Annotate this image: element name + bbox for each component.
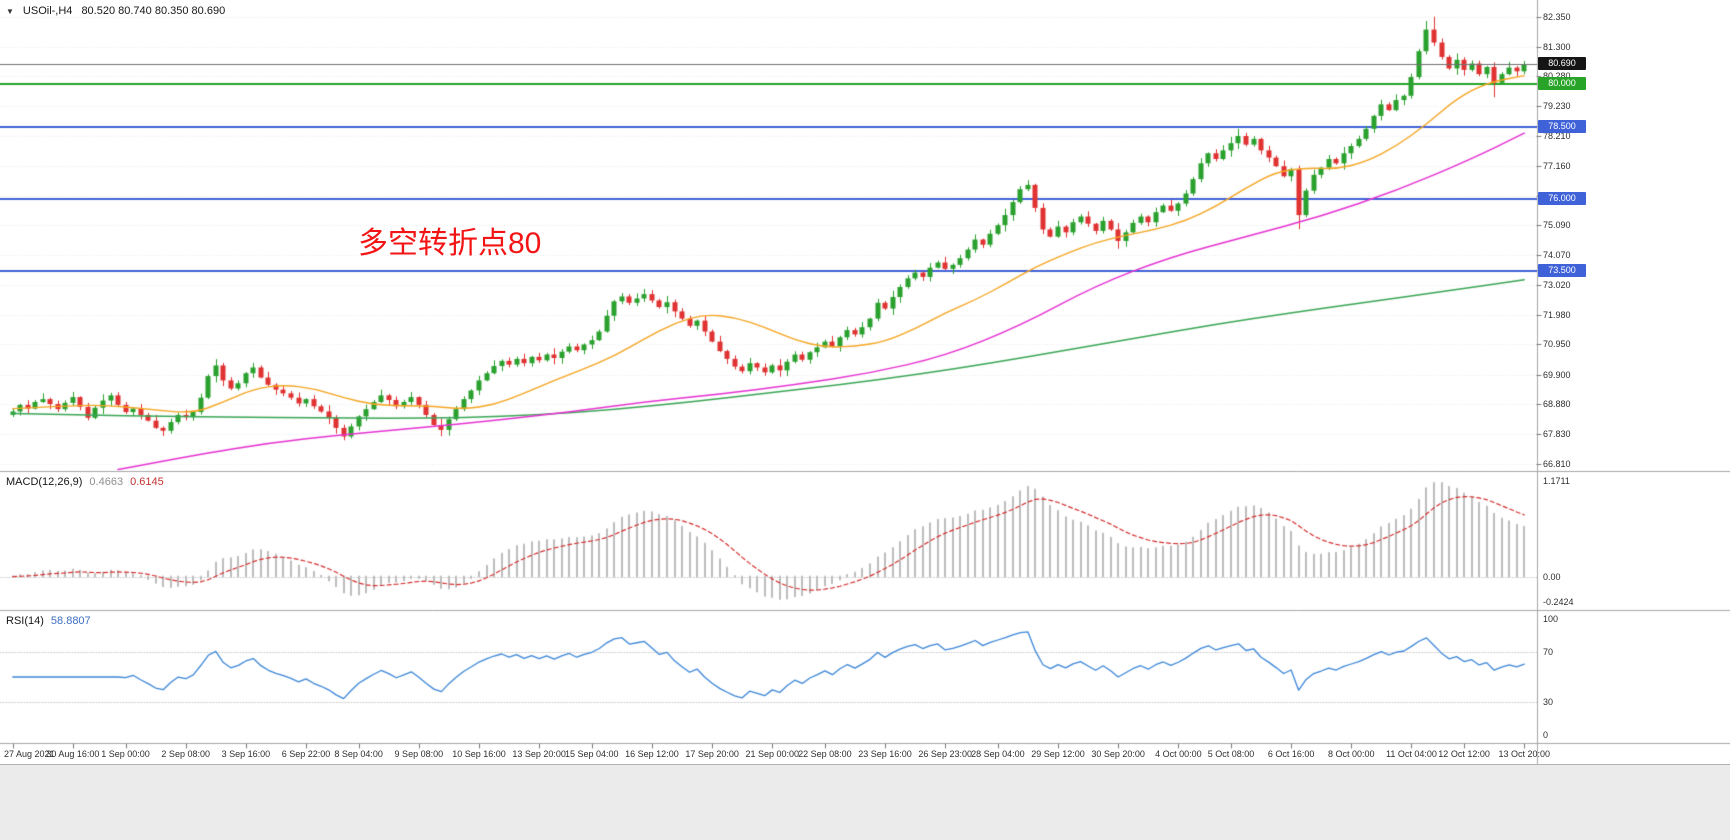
price-tick-label: 68.880 — [1543, 399, 1571, 409]
price-tick-label: 70.950 — [1543, 339, 1571, 350]
time-axis-label: 16 Sep 12:00 — [625, 749, 679, 759]
time-axis-label: 1 Sep 00:00 — [101, 749, 150, 759]
macd-axis-max-label: 1.1711 — [1543, 476, 1570, 486]
price-tick-label: 75.090 — [1543, 220, 1571, 231]
ohlc-readout: 80.520 80.740 80.350 80.690 — [81, 5, 226, 17]
time-axis-label: 3 Sep 16:00 — [221, 749, 271, 759]
macd-main-value: 0.4663 — [89, 476, 124, 488]
time-axis-label: 27 Aug 2021 — [4, 749, 55, 759]
price-level-badge: 76.000 — [1538, 192, 1586, 206]
price-tick-label: 77.160 — [1543, 160, 1571, 171]
chart-annotation-text: 多空转折点80 — [358, 227, 542, 260]
price-tick-label: 66.810 — [1543, 458, 1571, 469]
bottom-strip — [0, 764, 1730, 840]
price-tick-label: 81.300 — [1543, 41, 1571, 52]
time-axis-label: 2 Sep 08:00 — [161, 749, 210, 759]
rsi-axis-min-label: 0 — [1543, 730, 1549, 740]
macd-axis-zero-label: 0.00 — [1543, 571, 1561, 582]
time-axis-label: 8 Sep 04:00 — [334, 749, 383, 759]
time-axis-label: 26 Sep 23:00 — [918, 749, 972, 759]
price-tick-label: 74.070 — [1543, 249, 1571, 260]
rsi-name: RSI(14) — [6, 615, 44, 627]
time-axis-label: 23 Sep 16:00 — [858, 749, 912, 759]
price-level-badge: 73.500 — [1538, 264, 1586, 278]
macd-axis-min-label: -0.2424 — [1543, 597, 1574, 607]
macd-signal-value: 0.6145 — [130, 476, 164, 488]
price-tick-label: 82.350 — [1543, 11, 1571, 22]
time-axis-label: 6 Oct 16:00 — [1267, 749, 1315, 759]
time-axis-label: 17 Sep 20:00 — [685, 749, 739, 759]
time-axis-label: 4 Oct 00:00 — [1155, 749, 1202, 759]
time-axis-label: 12 Oct 12:00 — [1438, 749, 1490, 759]
time-axis-label: 29 Sep 12:00 — [1031, 749, 1085, 759]
chart-title-bar: ▼ USOil-,H4 80.520 80.740 80.350 80.690 — [6, 5, 225, 17]
symbol-dropdown-icon[interactable]: ▼ — [6, 6, 14, 16]
price-tick-label: 69.900 — [1543, 369, 1571, 380]
time-axis-label: 13 Sep 20:00 — [512, 749, 566, 759]
time-axis-label: 9 Sep 08:00 — [394, 749, 444, 759]
price-level-badge: 78.500 — [1538, 120, 1586, 134]
price-tick-label: 78.210 — [1543, 130, 1571, 141]
price-level-badge: 80.000 — [1538, 77, 1586, 91]
price-tick-label: 80.280 — [1543, 71, 1571, 82]
rsi-indicator-label: RSI(14) 58.8807 — [6, 615, 91, 627]
time-axis-label: 8 Oct 00:00 — [1328, 749, 1375, 759]
rsi-axis-max-label: 100 — [1543, 614, 1559, 624]
time-axis-label: 15 Sep 04:00 — [565, 749, 619, 759]
price-tick-label: 73.020 — [1543, 279, 1571, 290]
macd-name: MACD(12,26,9) — [6, 476, 83, 488]
time-axis-label: 30 Sep 20:00 — [1091, 749, 1145, 759]
price-tick-label: 71.980 — [1543, 309, 1571, 320]
price-level-badge: 80.690 — [1538, 57, 1586, 71]
time-axis-label: 13 Oct 20:00 — [1498, 749, 1551, 759]
time-axis-label: 10 Sep 16:00 — [452, 749, 506, 759]
price-tick-label: 67.830 — [1543, 429, 1571, 440]
macd-indicator-label: MACD(12,26,9) 0.4663 0.6145 — [6, 476, 164, 488]
rsi-level-label: 70 — [1543, 646, 1554, 657]
time-axis-label: 30 Aug 16:00 — [46, 749, 100, 759]
rsi-level-label: 30 — [1543, 697, 1554, 708]
time-axis-label: 5 Oct 08:00 — [1207, 749, 1255, 759]
symbol-timeframe-label: USOil-,H4 — [22, 5, 73, 17]
time-axis-label: 11 Oct 04:00 — [1386, 749, 1437, 759]
time-axis-label: 21 Sep 00:00 — [745, 749, 800, 759]
rsi-value: 58.8807 — [50, 615, 91, 627]
price-tick-label: 79.230 — [1543, 101, 1571, 112]
time-axis-label: 28 Sep 04:00 — [971, 749, 1025, 759]
time-axis-label: 22 Sep 08:00 — [798, 749, 852, 759]
time-axis-label: 6 Sep 22:00 — [281, 749, 331, 759]
